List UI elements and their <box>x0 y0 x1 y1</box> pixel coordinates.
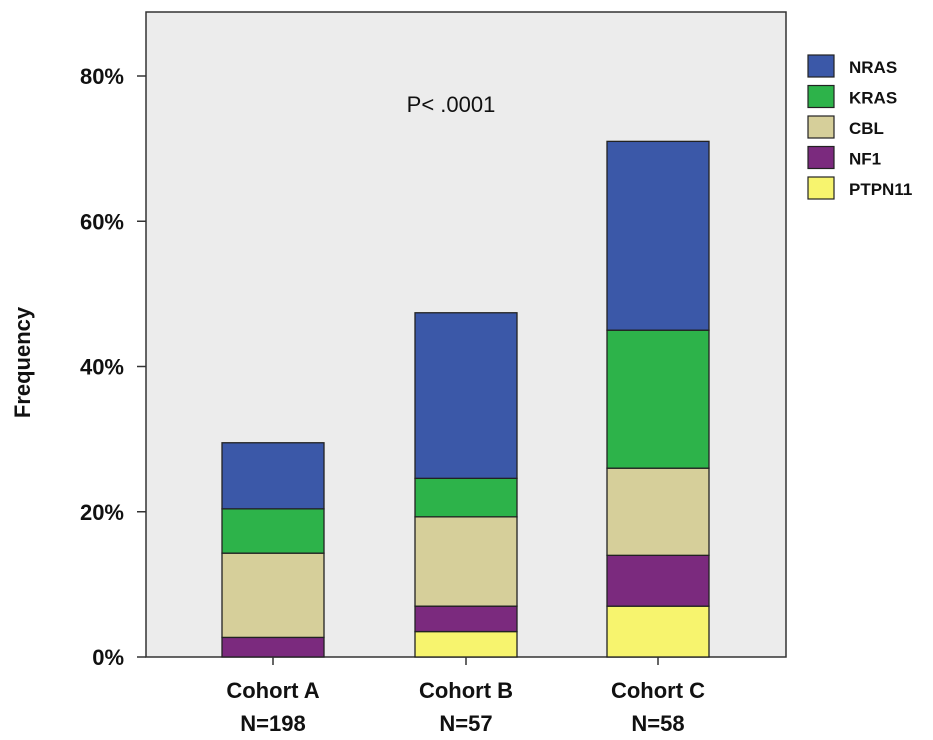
bar-segment-nras <box>414 312 518 479</box>
bars-group <box>221 140 710 658</box>
legend: NRAS KRAS CBL NF1 PTPN11 <box>807 54 912 200</box>
y-tick-label: 40% <box>80 355 124 380</box>
legend-swatch-kras <box>807 84 835 109</box>
legend-swatch-cbl <box>807 115 835 139</box>
legend-swatch-nras <box>807 54 835 78</box>
legend-label-nf1: NF1 <box>849 150 881 169</box>
bar-segment-nf1 <box>221 636 325 658</box>
bar-segment-nf1 <box>414 605 518 633</box>
bar-segment-cbl <box>606 467 710 556</box>
x-category-label: Cohort B <box>419 678 513 703</box>
bar-segment-ptpn11 <box>414 630 518 658</box>
bar-segment-cbl <box>414 516 518 607</box>
x-category-sublabel: N=58 <box>631 711 684 736</box>
bar-segment-ptpn11 <box>606 605 710 658</box>
x-category-sublabel: N=57 <box>439 711 492 736</box>
x-category-label: Cohort C <box>611 678 705 703</box>
y-axis-title: Frequency <box>10 306 35 418</box>
legend-label-kras: KRAS <box>849 89 897 108</box>
x-axis: Cohort A N=198 Cohort B N=57 Cohort C N=58 <box>226 657 705 736</box>
x-category-sublabel: N=198 <box>240 711 305 736</box>
legend-swatch-ptpn11 <box>807 176 835 200</box>
legend-label-ptpn11: PTPN11 <box>849 180 912 199</box>
bar-segment-nras <box>221 442 325 510</box>
bar-segment-nras <box>606 140 710 331</box>
bar-segment-nf1 <box>606 554 710 607</box>
bar-segment-kras <box>606 329 710 469</box>
legend-swatch-nf1 <box>807 145 835 170</box>
legend-label-cbl: CBL <box>849 119 884 138</box>
y-tick-label: 20% <box>80 500 124 525</box>
legend-label-nras: NRAS <box>849 58 897 77</box>
bar-segment-kras <box>221 508 325 554</box>
bar-segment-cbl <box>221 552 325 639</box>
p-value-annotation: P< .0001 <box>407 92 496 117</box>
y-tick-label: 0% <box>92 645 124 670</box>
y-tick-label: 60% <box>80 209 124 234</box>
x-category-label: Cohort A <box>226 678 319 703</box>
bar-segment-kras <box>414 477 518 518</box>
y-tick-label: 80% <box>80 64 124 89</box>
y-axis: 0% 20% 40% 60% 80% <box>80 64 146 670</box>
